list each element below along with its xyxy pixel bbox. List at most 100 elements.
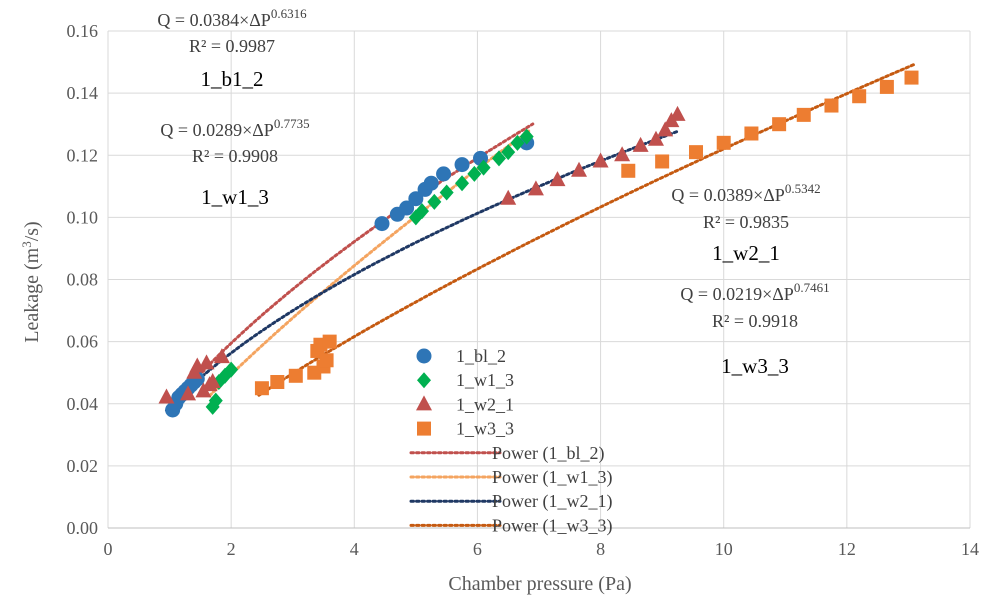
equation-label: Q = 0.0219×ΔP0.7461 [680, 280, 829, 304]
y-tick-label: 0.08 [67, 270, 99, 290]
data-point [592, 152, 609, 168]
data-point [455, 175, 470, 192]
data-point [614, 146, 631, 162]
data-point [519, 128, 534, 145]
data-point [476, 159, 491, 176]
y-tick-label: 0.04 [67, 394, 99, 414]
data-point [467, 165, 482, 182]
r-squared-label: R² = 0.9835 [703, 212, 789, 232]
data-point [427, 193, 442, 210]
series-name-label: 1_w2_1 [712, 241, 780, 265]
data-point [204, 373, 221, 389]
data-point [852, 89, 867, 104]
data-point [669, 105, 686, 121]
legend-label: 1_w3_3 [456, 419, 514, 439]
annotations: Q = 0.0384×ΔP0.6316 R² = 0.9987 1_b1_2 Q = … [157, 6, 829, 378]
series-name-label: 1_w1_3 [201, 185, 269, 209]
legend-label: 1_bl_2 [456, 346, 506, 366]
legend-trendline-label: Power (1_w1_3) [492, 467, 612, 488]
data-point [621, 163, 636, 178]
gridlines [107, 30, 971, 529]
series-name-label: 1_b1_2 [201, 67, 264, 91]
trendline [168, 122, 535, 411]
data-point [491, 150, 506, 167]
y-tick-label: 0.10 [67, 207, 99, 227]
data-point [322, 334, 337, 349]
y-tick-label: 0.12 [67, 145, 99, 165]
data-point [319, 353, 334, 368]
data-point [657, 121, 674, 137]
data-point [180, 385, 197, 401]
data-point [510, 134, 525, 151]
y-tick-label: 0.16 [67, 21, 99, 41]
data-point [500, 189, 517, 205]
data-point [270, 375, 285, 390]
y-tick-label: 0.00 [67, 518, 99, 538]
data-point [571, 161, 588, 177]
data-points [158, 70, 919, 418]
legend-marker [417, 372, 431, 389]
data-point [224, 361, 239, 378]
data-point [399, 200, 415, 216]
data-point [549, 171, 566, 187]
x-tick-label: 8 [596, 539, 605, 559]
legend-trendline-label: Power (1_w2_1) [492, 491, 612, 512]
data-point [716, 135, 731, 150]
y-tick-label: 0.06 [67, 332, 99, 352]
trendline [165, 129, 679, 412]
equation-label: Q = 0.0289×ΔP0.7735 [160, 116, 309, 140]
y-axis-title-main: Leakage (m [21, 247, 43, 342]
r-squared-label: R² = 0.9918 [712, 311, 798, 331]
y-axis-title: Leakage (m3/s) [19, 221, 43, 342]
data-point [824, 98, 839, 113]
data-point [374, 216, 390, 232]
legend: 1_bl_2 1_w1_3 1_w2_1 1_w3_3 Power (1_bl_2) Po… [409, 346, 612, 536]
y-axis-title-sup: 3 [19, 241, 34, 248]
y-tick-label: 0.14 [67, 83, 99, 103]
x-tick-label: 6 [473, 539, 482, 559]
x-tick-label: 12 [838, 539, 856, 559]
data-point [208, 392, 223, 409]
legend-trendline-label: Power (1_w3_3) [492, 515, 612, 536]
y-tick-label: 0.02 [67, 456, 99, 476]
data-point [158, 388, 175, 404]
y-axis-title-tail: /s) [21, 221, 43, 241]
data-point [213, 348, 230, 364]
x-tick-label: 14 [961, 539, 979, 559]
data-point [501, 144, 516, 161]
r-squared-label: R² = 0.9987 [189, 36, 275, 56]
data-point [527, 180, 544, 196]
data-point [879, 79, 894, 94]
legend-label: 1_w2_1 [456, 394, 514, 414]
data-point [904, 70, 919, 85]
data-point [744, 126, 759, 141]
x-tick-label: 10 [715, 539, 733, 559]
x-axis-title: Chamber pressure (Pa) [448, 573, 631, 595]
legend-marker [416, 348, 432, 364]
data-point [408, 191, 424, 207]
axes: 0.00 0.02 0.04 0.06 0.08 0.10 0.12 0.14 0.16 0 2 4 6… [67, 21, 980, 559]
data-point [796, 107, 811, 122]
equation-label: Q = 0.0389×ΔP0.5342 [671, 181, 820, 205]
data-point [415, 203, 430, 220]
r-squared-label: R² = 0.9908 [192, 146, 278, 166]
legend-trendline-label: Power (1_bl_2) [492, 443, 604, 464]
data-point [423, 175, 439, 191]
data-point [632, 136, 649, 152]
equation-label: Q = 0.0384×ΔP0.6316 [157, 6, 307, 30]
series-name-label: 1_w3_3 [721, 354, 789, 378]
data-point [655, 154, 670, 169]
data-point [254, 381, 269, 396]
data-point [288, 368, 303, 383]
data-point [439, 184, 454, 201]
legend-marker [417, 421, 431, 436]
x-tick-label: 0 [104, 539, 113, 559]
data-point [198, 354, 215, 370]
legend-marker [416, 395, 432, 411]
data-point [454, 157, 470, 173]
data-point [436, 166, 452, 182]
data-point [647, 130, 664, 146]
x-tick-label: 4 [350, 539, 359, 559]
